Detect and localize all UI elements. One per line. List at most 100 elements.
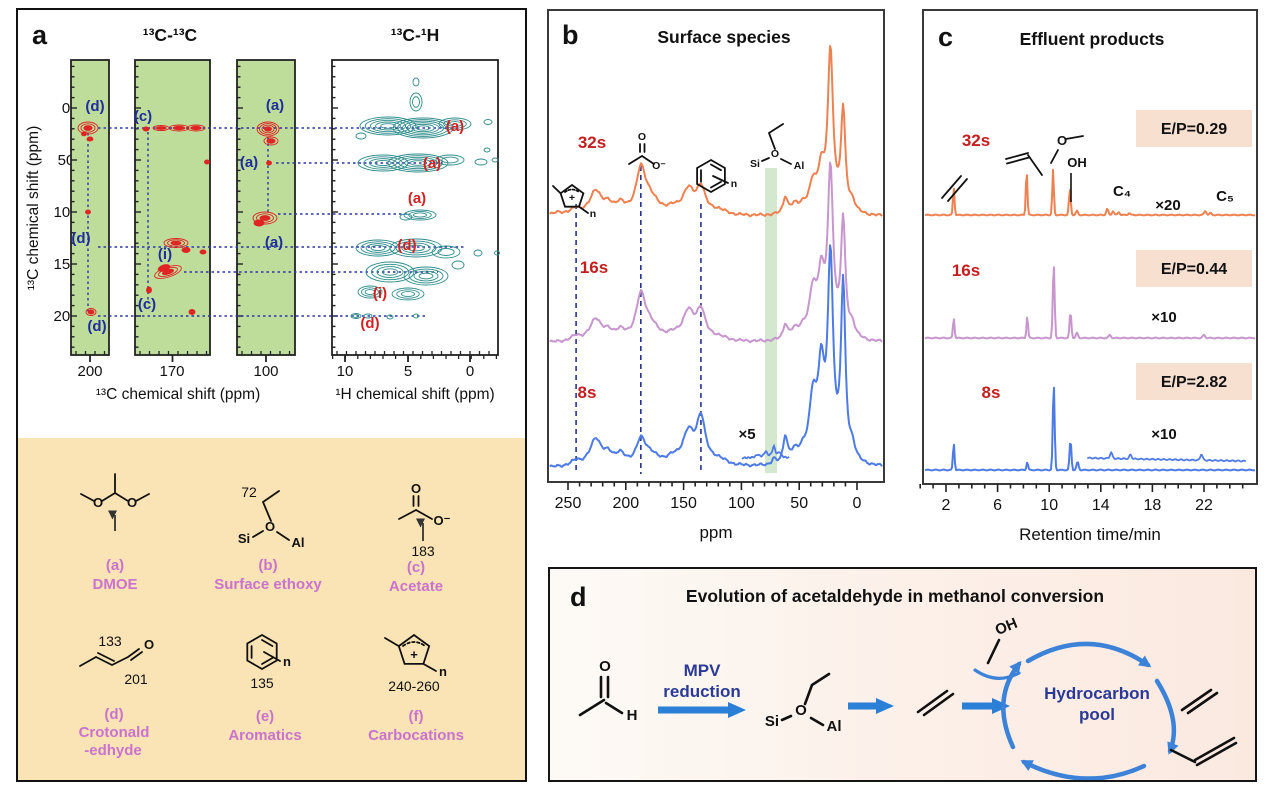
label-c5: C₅ bbox=[1216, 188, 1234, 205]
oh-label: OH bbox=[1067, 155, 1087, 170]
oxygen-label: O bbox=[1057, 133, 1067, 148]
structure-ethylene-mini bbox=[941, 175, 968, 202]
magnifier-x10: ×10 bbox=[1151, 309, 1176, 326]
structure-acetate-mini: O O⁻ bbox=[628, 131, 666, 172]
panel-a-title-cc: ¹³C-¹³C bbox=[143, 25, 198, 45]
panel-a-title-ch: ¹³C-¹H bbox=[391, 25, 440, 45]
legend-letter-a: (a) bbox=[106, 557, 124, 574]
legend-structure-dmoe: O O bbox=[80, 473, 150, 531]
structure-ethylene bbox=[916, 689, 955, 717]
legend-letter-c: (c) bbox=[407, 559, 425, 576]
legend-name-crotonaldehyde-1: Crotonald bbox=[79, 724, 150, 741]
hsqc-panel bbox=[331, 59, 499, 356]
label-32s: 32s bbox=[962, 131, 990, 150]
x-tick: 10 bbox=[337, 363, 354, 380]
magnifier-x10: ×10 bbox=[1151, 426, 1176, 443]
panel-a-2d-nmr: a ¹³C-¹³C ¹³C-¹H ¹³C chemical shift (ppm… bbox=[16, 8, 527, 782]
mpv-label-1: MPV bbox=[684, 661, 722, 680]
contour-peaks bbox=[77, 77, 500, 320]
structure-carbocation-mini: + n bbox=[552, 183, 596, 220]
tag-d: (d) bbox=[397, 237, 416, 254]
panel-b-axis: 250 200 150 100 50 0 ppm bbox=[555, 482, 862, 542]
x-tick: 200 bbox=[77, 363, 102, 380]
legend-name-carbocations: Carbocations bbox=[368, 727, 464, 744]
shift-183: 183 bbox=[411, 543, 435, 559]
oxygen-label: O bbox=[771, 148, 779, 160]
svg-text:0: 0 bbox=[853, 495, 862, 512]
panel-d-letter: d bbox=[570, 582, 587, 612]
svg-text:Retention time/min: Retention time/min bbox=[1019, 525, 1161, 544]
svg-text:22: 22 bbox=[1195, 497, 1213, 514]
cycle-arc-left bbox=[1001, 660, 1022, 750]
al-label: Al bbox=[794, 160, 805, 172]
ethoxy-highlight-band bbox=[765, 168, 777, 473]
svg-text:2: 2 bbox=[942, 497, 951, 514]
svg-text:14: 14 bbox=[1092, 497, 1110, 514]
cycle-arc-bottom bbox=[1020, 759, 1147, 780]
panel-c-letter: c bbox=[938, 22, 953, 52]
magnifier-x20: ×20 bbox=[1155, 197, 1180, 214]
magnifier-x5: ×5 bbox=[738, 426, 755, 443]
plus-charge: + bbox=[410, 647, 418, 662]
oxygen-label: O bbox=[144, 637, 154, 652]
n-label: n bbox=[731, 178, 737, 190]
label-16s: 16s bbox=[580, 258, 608, 277]
oxygen-label: O bbox=[599, 658, 611, 675]
oxygen-label: O bbox=[638, 131, 646, 143]
panel-c-axis: 2 6 10 14 18 22 Retention time/min bbox=[919, 484, 1244, 544]
gc-traces bbox=[924, 168, 1256, 472]
structure-benzene-mini: n bbox=[696, 158, 737, 194]
panel-c-frame bbox=[922, 9, 1258, 485]
panel-d-title: Evolution of acetaldehyde in methanol co… bbox=[686, 586, 1104, 606]
label-8s: 8s bbox=[982, 383, 1001, 402]
x-tick: 100 bbox=[253, 363, 278, 380]
panel-a-axis-ticks bbox=[71, 65, 498, 362]
shift-135: 135 bbox=[250, 675, 274, 691]
svg-text:100: 100 bbox=[728, 495, 755, 512]
n-label: n bbox=[283, 654, 291, 669]
hsqc-peak-labels: (a) (a) (a) (d) (i) (d) bbox=[360, 118, 464, 332]
label-8s: 8s bbox=[578, 383, 597, 402]
oxygen-minus-label: O⁻ bbox=[434, 513, 451, 528]
panel-b-surface-species: 250 200 150 100 50 0 ppm b Surface species 32s… bbox=[546, 8, 886, 553]
legend-background bbox=[18, 438, 525, 780]
shift-133: 133 bbox=[98, 633, 122, 649]
svg-text:6: 6 bbox=[993, 497, 1002, 514]
legend-name-aromatics: Aromatics bbox=[228, 727, 301, 744]
tag-a: (a) bbox=[423, 155, 441, 172]
structure-dme-mini: O bbox=[1050, 133, 1084, 164]
al-label: Al bbox=[827, 718, 842, 735]
legend-name-crotonaldehyde-2: -edhyde bbox=[84, 742, 142, 759]
panel-d-scheme: d Evolution of acetaldehyde in methanol … bbox=[548, 567, 1257, 782]
si-label: Si bbox=[238, 531, 250, 546]
oxygen-label: O bbox=[795, 702, 807, 719]
oxygen-label: O bbox=[265, 519, 275, 534]
reaction-arrow-1 bbox=[658, 702, 746, 718]
legend-name-acetate: Acetate bbox=[389, 578, 443, 595]
ep-badge-3 bbox=[1136, 363, 1252, 400]
ep-ratio-32s: E/P=0.29 bbox=[1161, 121, 1227, 138]
svg-text:50: 50 bbox=[790, 495, 808, 512]
structure-acetaldehyde: O H bbox=[578, 658, 637, 724]
legend-name-dmoe: DMOE bbox=[93, 576, 138, 593]
si-label: Si bbox=[765, 713, 779, 730]
oxygen-label: O bbox=[93, 495, 103, 510]
reaction-arrow-3 bbox=[962, 698, 1010, 714]
panel-c-svg: 2 6 10 14 18 22 Retention time/min c Effluent … bbox=[919, 9, 1258, 544]
label-16s: 16s bbox=[952, 261, 980, 280]
structure-propylene-mini bbox=[1005, 152, 1043, 176]
tag-c: (c) bbox=[134, 108, 152, 125]
svg-text:200: 200 bbox=[612, 495, 639, 512]
tag-d: (d) bbox=[360, 315, 379, 332]
legend-structure-acetate: O O⁻ 183 bbox=[398, 481, 451, 559]
oxygen-label: O bbox=[411, 481, 421, 496]
tag-d: (d) bbox=[87, 318, 106, 335]
panel-d-svg: d Evolution of acetaldehyde in methanol … bbox=[570, 582, 1238, 780]
legend-structure-carbocation: + n 240-260 bbox=[384, 633, 447, 694]
svg-text:18: 18 bbox=[1144, 497, 1162, 514]
tag-i: (i) bbox=[158, 246, 172, 263]
ep-ratio-16s: E/P=0.44 bbox=[1161, 261, 1227, 278]
reaction-arrow-2 bbox=[848, 698, 894, 714]
panel-a-svg: a ¹³C-¹³C ¹³C-¹H ¹³C chemical shift (ppm… bbox=[18, 20, 525, 780]
